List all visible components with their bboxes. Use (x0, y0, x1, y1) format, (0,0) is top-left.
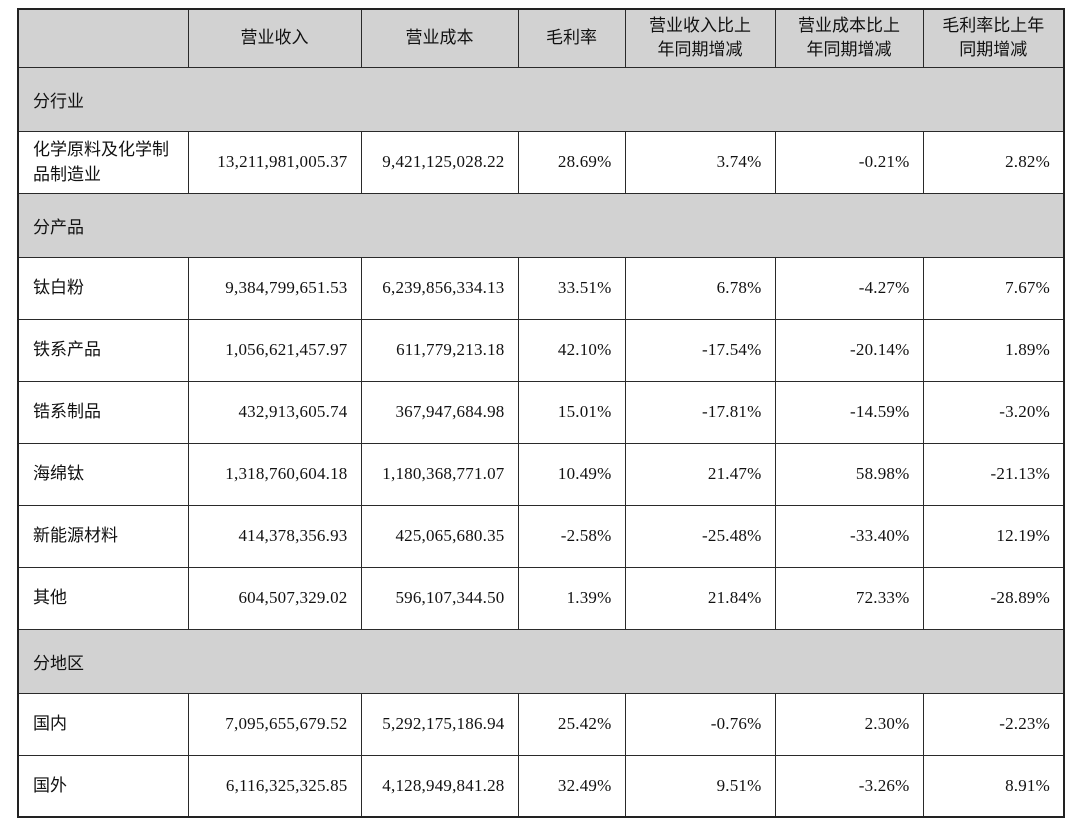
cell-gross-margin-yoy: -28.89% (922, 566, 1065, 630)
cell-gross-margin-yoy: -21.13% (922, 442, 1065, 506)
cell-cost: 367,947,684.98 (360, 380, 519, 444)
cell-cost-yoy: -14.59% (774, 380, 924, 444)
cell-gross-margin: 1.39% (517, 566, 626, 630)
cell-revenue-yoy: 9.51% (624, 754, 776, 818)
cell-revenue-yoy: -0.76% (624, 692, 776, 756)
row-label: 国外 (17, 754, 189, 818)
cell-revenue-yoy: 6.78% (624, 256, 776, 320)
section-label: 分产品 (17, 192, 1065, 258)
cell-gross-margin-yoy: 1.89% (922, 318, 1065, 382)
segment-revenue-table: 营业收入 营业成本 毛利率 营业收入比上 年同期增减 营业成本比上 年同期增减 … (17, 8, 1065, 818)
row-label: 化学原料及化学制品制造业 (17, 130, 189, 194)
table-row: 其他 604,507,329.02 596,107,344.50 1.39% 21.84… (17, 566, 1065, 630)
section-header-row: 分产品 (17, 192, 1065, 258)
cell-gross-margin-yoy: -3.20% (922, 380, 1065, 444)
cell-cost-yoy: 2.30% (774, 692, 924, 756)
cell-cost: 5,292,175,186.94 (360, 692, 519, 756)
col-header-cost-yoy: 营业成本比上 年同期增减 (774, 8, 924, 68)
row-label: 钛白粉 (17, 256, 189, 320)
cell-revenue-yoy: 21.47% (624, 442, 776, 506)
cell-revenue-yoy: -25.48% (624, 504, 776, 568)
cell-revenue: 1,318,760,604.18 (187, 442, 362, 506)
cell-cost: 425,065,680.35 (360, 504, 519, 568)
cell-revenue: 414,378,356.93 (187, 504, 362, 568)
row-label: 海绵钛 (17, 442, 189, 506)
section-header-row: 分地区 (17, 628, 1065, 694)
cell-revenue-yoy: -17.81% (624, 380, 776, 444)
cell-gross-margin-yoy: 2.82% (922, 130, 1065, 194)
table-row: 国外 6,116,325,325.85 4,128,949,841.28 32.49%… (17, 754, 1065, 818)
row-label: 国内 (17, 692, 189, 756)
cell-gross-margin: -2.58% (517, 504, 626, 568)
cell-revenue: 9,384,799,651.53 (187, 256, 362, 320)
cell-gross-margin: 15.01% (517, 380, 626, 444)
table-row: 新能源材料 414,378,356.93 425,065,680.35 -2.58% -… (17, 504, 1065, 568)
col-header-empty (17, 8, 189, 68)
cell-revenue: 6,116,325,325.85 (187, 754, 362, 818)
row-label: 其他 (17, 566, 189, 630)
col-header-revenue: 营业收入 (187, 8, 362, 68)
cell-gross-margin: 42.10% (517, 318, 626, 382)
cell-gross-margin: 32.49% (517, 754, 626, 818)
table-row: 海绵钛 1,318,760,604.18 1,180,368,771.07 10.49… (17, 442, 1065, 506)
row-label: 新能源材料 (17, 504, 189, 568)
cell-cost: 1,180,368,771.07 (360, 442, 519, 506)
cell-revenue-yoy: -17.54% (624, 318, 776, 382)
col-header-gross-margin: 毛利率 (517, 8, 626, 68)
cell-revenue: 604,507,329.02 (187, 566, 362, 630)
table-header-row: 营业收入 营业成本 毛利率 营业收入比上 年同期增减 营业成本比上 年同期增减 … (17, 8, 1065, 68)
cell-revenue-yoy: 3.74% (624, 130, 776, 194)
section-header-row: 分行业 (17, 66, 1065, 132)
cell-cost-yoy: -0.21% (774, 130, 924, 194)
table-row: 铁系产品 1,056,621,457.97 611,779,213.18 42.10%… (17, 318, 1065, 382)
row-label: 铁系产品 (17, 318, 189, 382)
cell-cost: 596,107,344.50 (360, 566, 519, 630)
cell-gross-margin-yoy: 12.19% (922, 504, 1065, 568)
cell-cost-yoy: -33.40% (774, 504, 924, 568)
cell-revenue: 7,095,655,679.52 (187, 692, 362, 756)
cell-cost-yoy: 58.98% (774, 442, 924, 506)
cell-cost-yoy: -20.14% (774, 318, 924, 382)
col-header-cost: 营业成本 (360, 8, 519, 68)
cell-cost: 9,421,125,028.22 (360, 130, 519, 194)
cell-gross-margin: 28.69% (517, 130, 626, 194)
cell-revenue: 432,913,605.74 (187, 380, 362, 444)
col-header-gross-margin-yoy: 毛利率比上年 同期增减 (922, 8, 1065, 68)
cell-cost-yoy: -4.27% (774, 256, 924, 320)
table-body: 分行业 化学原料及化学制品制造业 13,211,981,005.37 9,421,12… (17, 66, 1065, 818)
table-row: 锆系制品 432,913,605.74 367,947,684.98 15.01% -1… (17, 380, 1065, 444)
section-label: 分地区 (17, 628, 1065, 694)
cell-cost: 611,779,213.18 (360, 318, 519, 382)
cell-gross-margin-yoy: -2.23% (922, 692, 1065, 756)
cell-cost: 6,239,856,334.13 (360, 256, 519, 320)
cell-gross-margin: 25.42% (517, 692, 626, 756)
cell-revenue: 1,056,621,457.97 (187, 318, 362, 382)
table-row: 钛白粉 9,384,799,651.53 6,239,856,334.13 33.51… (17, 256, 1065, 320)
cell-gross-margin: 10.49% (517, 442, 626, 506)
cell-gross-margin-yoy: 7.67% (922, 256, 1065, 320)
cell-revenue-yoy: 21.84% (624, 566, 776, 630)
section-label: 分行业 (17, 66, 1065, 132)
table-row: 化学原料及化学制品制造业 13,211,981,005.37 9,421,125,0… (17, 130, 1065, 194)
cell-gross-margin: 33.51% (517, 256, 626, 320)
cell-cost-yoy: -3.26% (774, 754, 924, 818)
cell-gross-margin-yoy: 8.91% (922, 754, 1065, 818)
cell-cost-yoy: 72.33% (774, 566, 924, 630)
cell-revenue: 13,211,981,005.37 (187, 130, 362, 194)
table-row: 国内 7,095,655,679.52 5,292,175,186.94 25.42%… (17, 692, 1065, 756)
row-label: 锆系制品 (17, 380, 189, 444)
cell-cost: 4,128,949,841.28 (360, 754, 519, 818)
col-header-revenue-yoy: 营业收入比上 年同期增减 (624, 8, 776, 68)
